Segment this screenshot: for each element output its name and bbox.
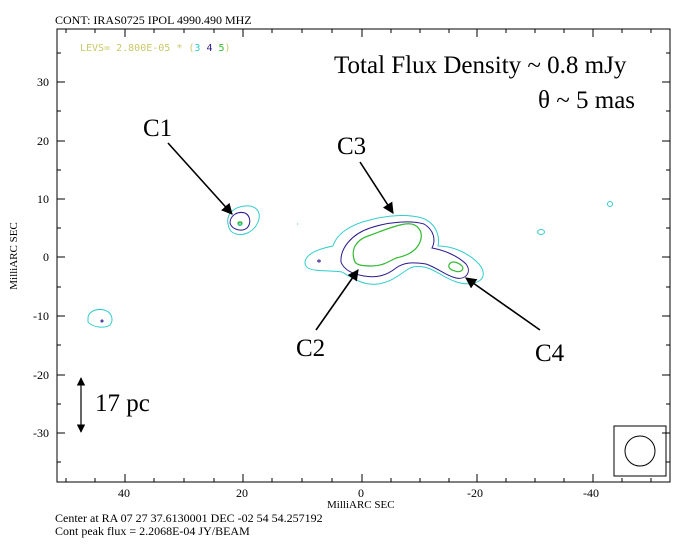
x-tick-label: 0 xyxy=(358,486,364,500)
arrow-c1 xyxy=(167,142,233,215)
y-tick-label: 0 xyxy=(43,250,49,264)
footer-center: Center at RA 07 27 37.6130001 DEC -02 54… xyxy=(55,511,323,525)
contour-level-3 xyxy=(87,201,613,328)
arrow-c3 xyxy=(359,161,394,214)
y-tick-label: 30 xyxy=(37,75,49,89)
plot-frame xyxy=(56,28,671,483)
levels-legend: LEVS= 2.800E-05 * (3 4 5) xyxy=(80,43,231,54)
y-axis-title: MilliARC SEC xyxy=(7,222,20,290)
theta-label: θ ~ 5 mas xyxy=(538,87,636,114)
y-tick-label: -20 xyxy=(33,368,49,382)
arrow-c4 xyxy=(465,277,541,331)
x-tick-label: 40 xyxy=(118,486,130,500)
component-label-c2: C2 xyxy=(296,335,326,362)
x-tick-label: -40 xyxy=(583,486,599,500)
y-tick-label: 20 xyxy=(37,134,49,148)
x-axis-title: MilliARC SEC xyxy=(327,499,395,511)
y-tick-label: -30 xyxy=(33,426,49,440)
arrow-c2 xyxy=(315,269,359,331)
level-value-4: 4 xyxy=(206,43,213,54)
scale-label: 17 pc xyxy=(95,390,150,417)
total-flux-label: Total Flux Density ~ 0.8 mJy xyxy=(334,52,627,79)
x-ticks xyxy=(65,29,652,482)
component-label-c1: C1 xyxy=(143,115,173,142)
y-ticks xyxy=(57,52,670,463)
contour-level-4 xyxy=(100,212,469,323)
levels-prefix: LEVS= 2.800E-05 * ( xyxy=(80,43,195,54)
level-value-3: 3 xyxy=(194,43,201,54)
y-tick-label: 10 xyxy=(37,192,49,206)
x-tick-label: -20 xyxy=(467,486,483,500)
footer-peak-flux: Cont peak flux = 2.2068E-04 JY/BEAM xyxy=(55,524,250,538)
beam-ellipse xyxy=(624,435,656,467)
levels-suffix: ) xyxy=(224,43,231,54)
component-label-c4: C4 xyxy=(535,340,565,367)
x-tick-label: 20 xyxy=(236,486,248,500)
level-value-5: 5 xyxy=(218,43,225,54)
y-tick-label: -10 xyxy=(33,309,49,323)
component-label-c3: C3 xyxy=(337,133,367,160)
beam-box xyxy=(613,425,667,477)
map-title: CONT: IRAS0725 IPOL 4990.490 MHZ xyxy=(55,13,252,27)
contour-level-5 xyxy=(237,221,464,273)
